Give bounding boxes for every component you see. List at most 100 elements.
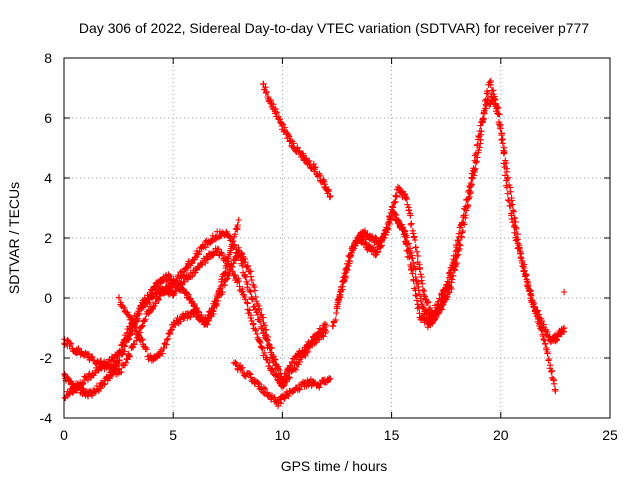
data-point-plus [213, 302, 220, 310]
data-point-plus [516, 244, 523, 251]
data-point-plus [242, 258, 249, 266]
data-point-plus [535, 315, 542, 322]
data-point-plus [229, 263, 236, 271]
x-axis-title: GPS time / hours [281, 458, 388, 474]
data-point-plus [264, 337, 271, 344]
data-point-plus [435, 310, 442, 317]
data-point-plus [404, 241, 411, 248]
data-point-plus [152, 286, 159, 293]
data-point-plus [167, 327, 174, 334]
x-tick-label: 0 [60, 427, 68, 443]
data-point-plus [285, 367, 292, 374]
data-point-plus [457, 242, 464, 249]
data-point-plus [347, 252, 355, 259]
data-point-plus [291, 365, 298, 372]
data-point-plus [296, 386, 303, 393]
data-point-plus [550, 380, 558, 387]
data-point-plus [483, 102, 490, 110]
data-point-plus [101, 381, 108, 388]
data-point-plus [542, 340, 549, 347]
data-point-plus [394, 183, 402, 191]
data-point-plus [412, 244, 419, 251]
data-point-plus [109, 370, 117, 377]
data-point-plus [260, 314, 267, 321]
data-point-plus [277, 373, 285, 380]
data-point-plus [196, 248, 203, 255]
data-point-plus [503, 168, 510, 175]
data-point-plus [244, 300, 251, 307]
data-point-plus [512, 224, 519, 231]
data-point-plus [509, 201, 516, 208]
data-point-plus [470, 172, 478, 179]
data-point-plus [516, 249, 524, 257]
data-point-plus [414, 305, 421, 312]
data-point-plus [256, 338, 263, 345]
data-point-plus [97, 357, 105, 365]
data-point-plus [520, 261, 528, 268]
data-point-plus [257, 339, 264, 347]
data-point-plus [142, 316, 149, 323]
data-point-plus [256, 318, 264, 325]
x-tick-label: 25 [602, 427, 618, 443]
data-point-plus [409, 255, 416, 262]
data-point-plus [263, 88, 270, 95]
data-point-plus [262, 84, 269, 91]
data-point-plus [125, 335, 133, 343]
data-point-plus [260, 80, 267, 88]
data-point-plus [392, 193, 400, 200]
data-point-plus [232, 254, 240, 262]
data-point-plus [518, 255, 525, 262]
data-point-plus [407, 212, 414, 219]
y-tick-label: 6 [44, 110, 52, 126]
data-point-plus [279, 381, 286, 389]
data-point-plus [259, 345, 266, 352]
x-tick-label: 15 [384, 427, 400, 443]
data-point-plus [415, 287, 422, 294]
data-point-plus [131, 341, 138, 348]
data-point-plus [411, 263, 418, 270]
data-point-plus [445, 279, 453, 286]
data-point-plus [262, 326, 270, 333]
data-point-plus [413, 248, 421, 255]
data-point-plus [538, 326, 545, 334]
data-point-plus [249, 296, 256, 303]
data-point-plus [504, 175, 511, 183]
data-point-plus [238, 365, 245, 372]
data-point-plus [112, 363, 119, 370]
data-point-plus [491, 93, 498, 100]
data-point-plus [529, 297, 536, 304]
data-point-plus [234, 221, 241, 229]
data-point-plus [499, 136, 506, 143]
data-point-plus [423, 311, 430, 318]
data-point-plus [122, 359, 130, 366]
data-point-plus [255, 380, 262, 387]
data-point-plus [217, 249, 225, 256]
data-point-plus [224, 275, 231, 282]
data-point-plus [511, 214, 518, 221]
data-point-plus [273, 109, 281, 116]
data-point-plus [325, 188, 332, 195]
data-point-plus [180, 271, 187, 279]
data-point-plus [450, 265, 457, 272]
data-point-plus [296, 358, 303, 366]
data-point-plus [247, 273, 255, 280]
data-point-plus [145, 295, 153, 302]
data-point-plus [431, 316, 439, 323]
data-point-plus [177, 318, 184, 325]
data-point-plus [388, 203, 396, 210]
data-point-plus [143, 346, 150, 353]
data-point-plus [444, 286, 451, 293]
y-tick-label: 4 [44, 170, 52, 186]
data-point-plus [163, 336, 171, 343]
data-point-plus [67, 340, 75, 348]
data-point-plus [477, 122, 484, 129]
data-point-plus [256, 305, 263, 312]
data-point-plus [472, 165, 479, 172]
data-point-plus [219, 288, 226, 296]
data-point-plus [132, 326, 140, 334]
data-point-plus [204, 321, 211, 328]
data-point-plus [510, 208, 517, 215]
data-point-plus [276, 116, 283, 123]
data-point-plus [212, 301, 219, 308]
data-point-plus [239, 251, 246, 258]
